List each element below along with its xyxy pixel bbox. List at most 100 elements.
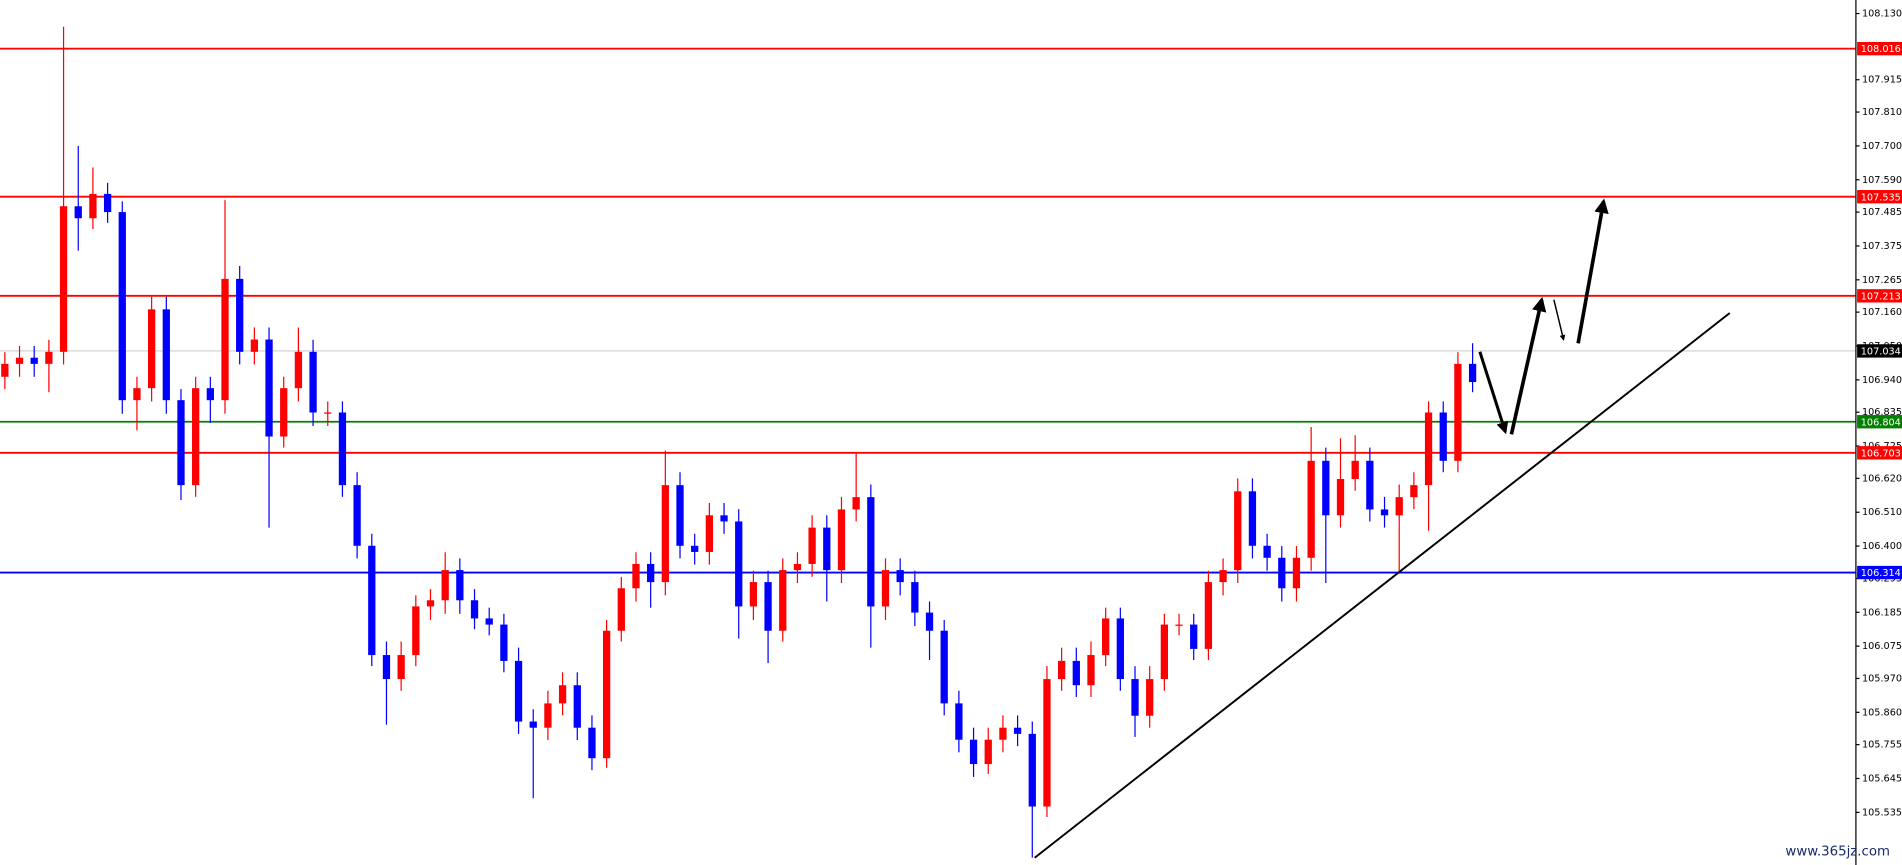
candle-body	[1131, 679, 1139, 716]
candle-body	[206, 388, 214, 401]
candle-body	[749, 582, 758, 607]
y-tick-label: 106.835	[1862, 407, 1902, 418]
candle-body	[1292, 557, 1301, 589]
candle-body	[720, 515, 728, 522]
y-tick-label: 107.700	[1862, 141, 1902, 152]
price-level-label: 108.016	[1861, 44, 1901, 55]
candle-body	[691, 545, 699, 552]
y-tick-label: 107.160	[1862, 307, 1902, 318]
candle-body	[1219, 570, 1227, 583]
candle-body	[397, 655, 405, 680]
arrow	[1576, 198, 1609, 344]
candle-body	[74, 206, 82, 219]
candle-body	[353, 485, 361, 546]
candle-body	[426, 600, 435, 607]
candle-body	[1146, 679, 1154, 716]
y-tick-label: 105.535	[1862, 807, 1902, 818]
candle-body	[1454, 363, 1462, 461]
candle-body	[441, 570, 449, 601]
candle-body	[808, 527, 816, 564]
candle-body	[1234, 491, 1242, 571]
candle-body	[1175, 624, 1183, 626]
y-tick-label: 105.755	[1862, 740, 1902, 751]
y-tick-label: 106.940	[1862, 375, 1902, 386]
candle-body	[1336, 478, 1345, 516]
candle-body	[15, 357, 24, 364]
candle-body	[456, 570, 464, 601]
candle-body	[412, 606, 420, 656]
candle-body	[162, 309, 170, 401]
candle-body	[1278, 557, 1286, 589]
candle-body	[294, 351, 303, 389]
candle-body	[823, 527, 831, 571]
y-tick-label: 105.970	[1862, 673, 1902, 684]
candle-body	[1102, 618, 1110, 656]
candle-body	[1087, 655, 1095, 686]
candle-body	[177, 400, 185, 486]
price-level-tag	[1857, 289, 1902, 303]
candle-body	[514, 660, 523, 722]
candle-body	[1043, 679, 1051, 807]
candle-body	[1439, 412, 1447, 461]
candle-body	[793, 563, 802, 571]
candle-body	[221, 278, 229, 401]
y-tick-label: 107.265	[1862, 275, 1902, 286]
candle-body	[280, 388, 288, 437]
axis-panel	[1855, 0, 1902, 865]
candle-body	[705, 515, 714, 552]
candle-body	[1468, 363, 1477, 383]
candle-body	[999, 727, 1007, 740]
candle-body	[500, 624, 508, 661]
y-tick-label: 107.590	[1862, 175, 1902, 186]
candle-body	[1072, 660, 1080, 686]
candle-body	[1, 363, 9, 377]
y-tick-label: 107.915	[1862, 75, 1902, 86]
y-tick-label: 106.620	[1862, 473, 1902, 484]
candle-body	[1351, 460, 1359, 479]
candle-body	[1248, 491, 1257, 546]
candle-body	[338, 412, 347, 486]
price-level-label: 106.804	[1861, 417, 1901, 428]
y-tick-label: 106.185	[1862, 607, 1902, 618]
candle-body	[1013, 727, 1022, 734]
candle-body	[647, 563, 655, 583]
price-level-tag	[1857, 344, 1902, 358]
candle-body	[1028, 733, 1036, 807]
forecast-arrows	[1478, 198, 1609, 435]
candle-body	[1410, 485, 1418, 498]
candle-body	[969, 739, 978, 765]
price-level-label: 107.535	[1861, 192, 1901, 203]
candle-body	[940, 630, 948, 704]
candle-body	[192, 388, 200, 486]
y-tick-label: 105.860	[1862, 707, 1902, 718]
candle-body	[779, 570, 787, 631]
candle-body	[984, 739, 992, 765]
arrow	[1478, 351, 1509, 435]
candle-body	[881, 570, 890, 607]
price-level-tag	[1857, 190, 1902, 204]
candle-body	[45, 351, 53, 364]
candle-body	[867, 497, 875, 607]
y-tick-label: 106.400	[1862, 541, 1902, 552]
candle-body	[470, 600, 479, 619]
candle-body	[147, 309, 156, 389]
candle-body	[529, 721, 537, 728]
candle-body	[1322, 460, 1330, 516]
candle-body	[89, 193, 97, 219]
candle-body	[324, 412, 332, 414]
candle-body	[735, 521, 743, 607]
arrow	[1509, 296, 1547, 435]
watermark: www.365jz.com	[1785, 845, 1890, 860]
candle-body	[676, 485, 684, 546]
candle-body	[588, 727, 596, 759]
y-tick-label: 105.645	[1862, 773, 1902, 784]
candle-body	[925, 612, 934, 631]
candle-body	[896, 570, 904, 583]
candle-body	[1307, 460, 1315, 558]
price-level-tag	[1857, 415, 1902, 429]
candle-body	[1380, 509, 1389, 516]
price-level-label: 107.213	[1861, 291, 1901, 302]
candle-body	[602, 630, 611, 759]
candle-body	[118, 212, 126, 401]
